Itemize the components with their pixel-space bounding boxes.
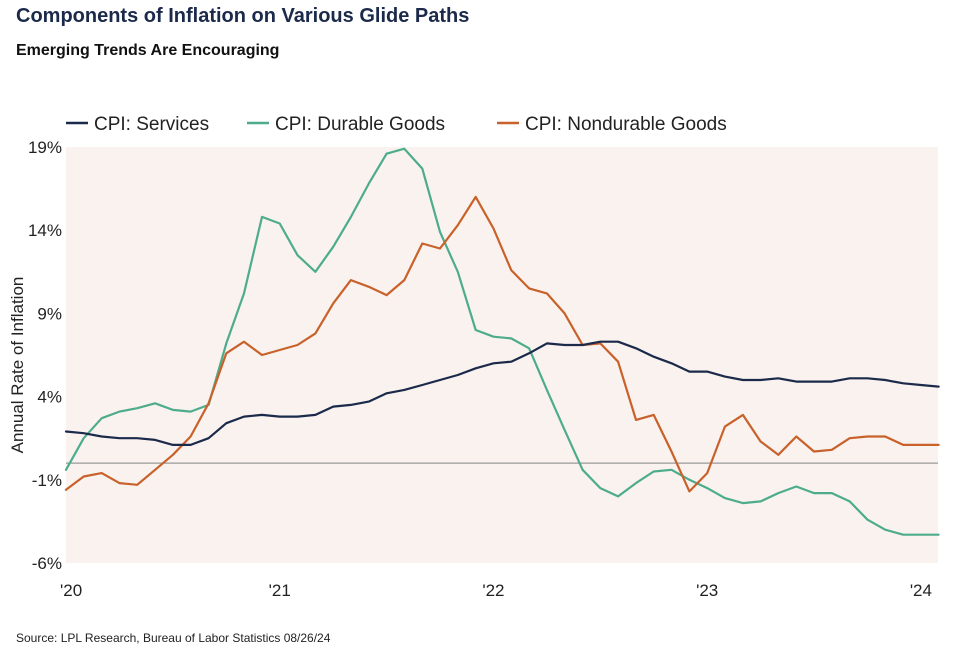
y-tick-label: -1% (32, 471, 62, 490)
y-axis: -6% -1% 4% 9% 14% 19% (28, 138, 62, 573)
chart-subtitle: Emerging Trends Are Encouraging (16, 42, 280, 59)
x-tick-label: '22 (482, 581, 504, 600)
series-line-cpi-services (64, 340, 940, 446)
plot-area (66, 147, 938, 563)
x-tick-label: '23 (696, 581, 718, 600)
legend-label: CPI: Durable Goods (275, 114, 445, 135)
x-tick-label: '20 (60, 581, 82, 600)
source-note: Source: LPL Research, Bureau of Labor St… (16, 631, 331, 645)
x-tick-label: '24 (910, 581, 932, 600)
y-tick-label: 9% (37, 304, 62, 323)
series-line-cpi-nondurable-goods (64, 195, 940, 493)
legend-label: CPI: Nondurable Goods (525, 114, 727, 135)
legend: CPI: Services CPI: Durable Goods CPI: Nond… (66, 114, 727, 135)
y-tick-label: 4% (37, 388, 62, 407)
y-tick-label: 14% (28, 221, 62, 240)
x-tick-label: '21 (269, 581, 291, 600)
y-tick-label: 19% (28, 138, 62, 157)
legend-label: CPI: Services (94, 114, 209, 135)
chart-title: Components of Inflation on Various Glide… (16, 5, 470, 27)
x-axis: '20 '21 '22 '23 '24 (60, 581, 932, 600)
y-tick-label: -6% (32, 554, 62, 573)
